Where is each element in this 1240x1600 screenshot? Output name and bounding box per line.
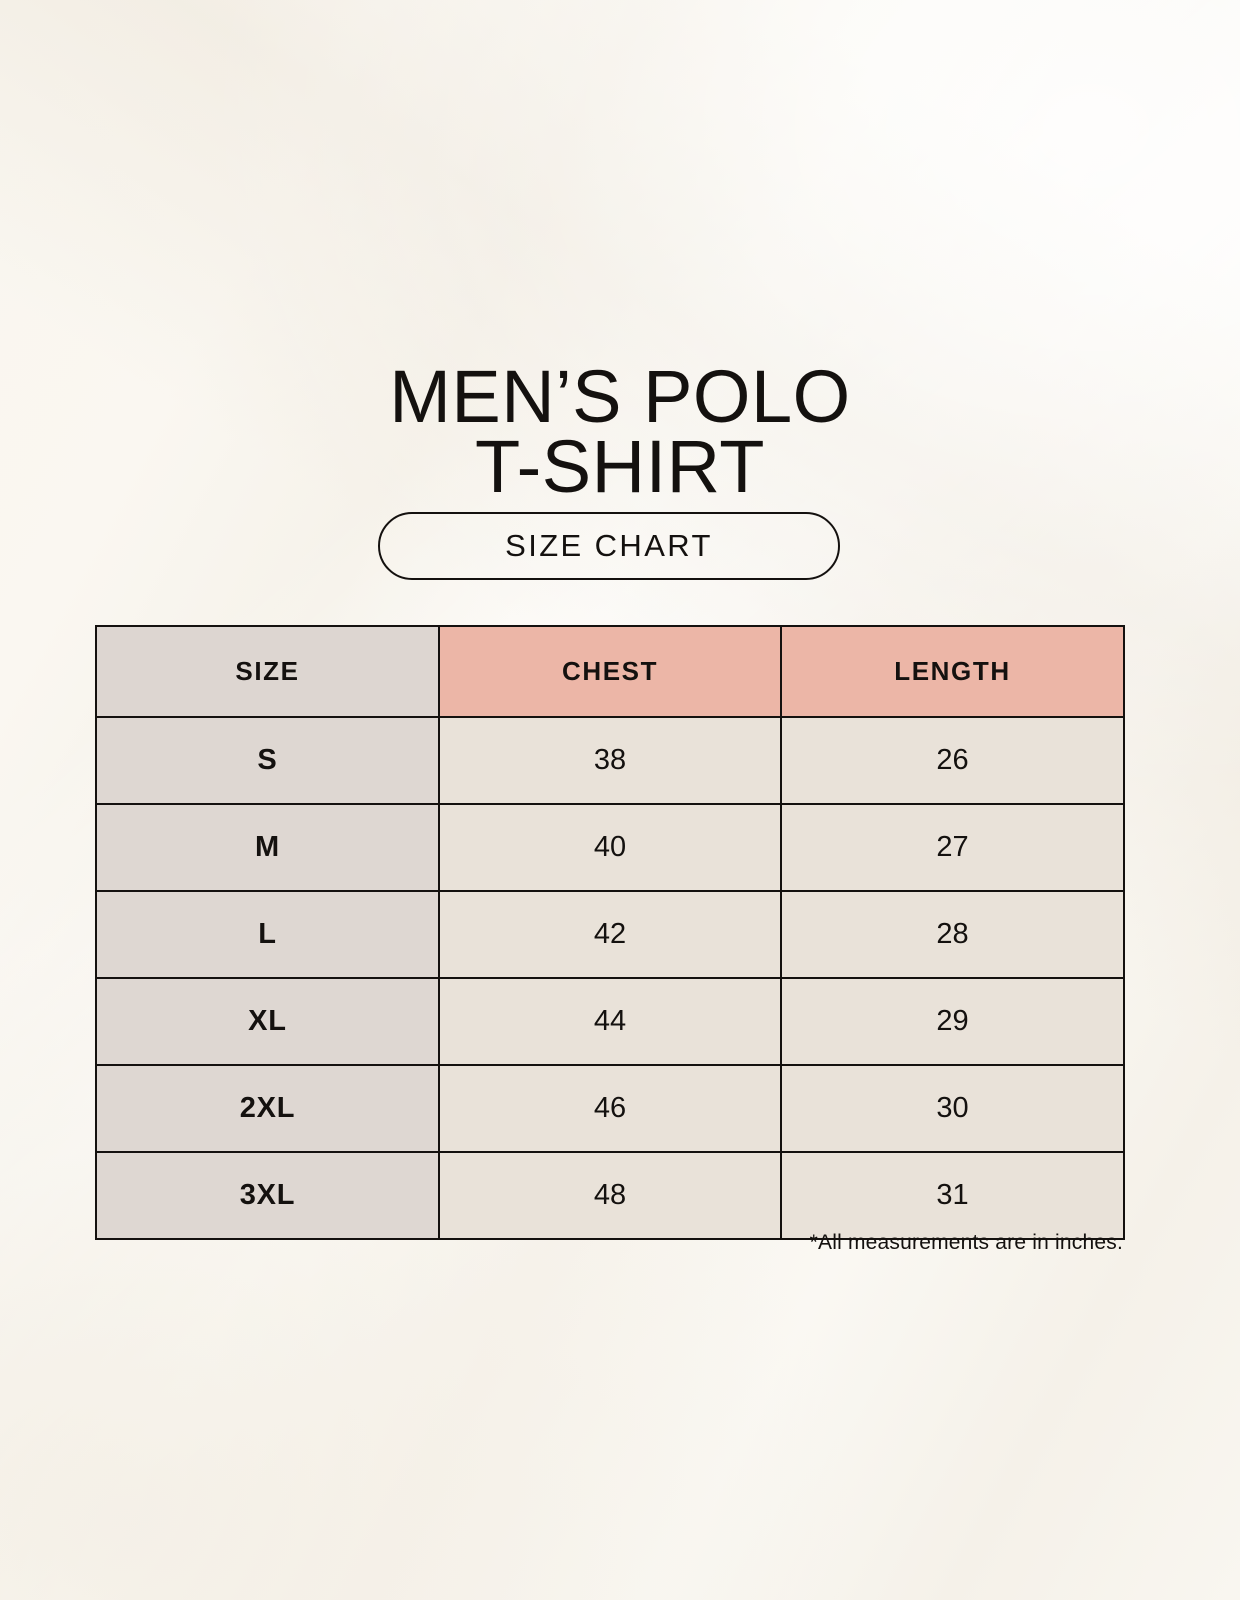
table-row: XL 44 29 (95, 977, 1125, 1066)
column-header-chest: CHEST (438, 625, 782, 718)
cell-chest: 42 (438, 890, 782, 979)
cell-length: 30 (780, 1064, 1125, 1153)
table-row: L 42 28 (95, 890, 1125, 979)
cell-size: 3XL (95, 1151, 440, 1240)
page-title: MEN’S POLO T-SHIRT (389, 354, 851, 508)
cell-chest: 40 (438, 803, 782, 892)
cell-size: L (95, 890, 440, 979)
cell-size: 2XL (95, 1064, 440, 1153)
cell-length: 27 (780, 803, 1125, 892)
table-row: M 40 27 (95, 803, 1125, 892)
table-row: S 38 26 (95, 716, 1125, 805)
cell-length: 28 (780, 890, 1125, 979)
measurement-note: *All measurements are in inches. (809, 1231, 1123, 1254)
cell-size: S (95, 716, 440, 805)
table-header-row: SIZE CHEST LENGTH (95, 625, 1125, 718)
column-header-length: LENGTH (780, 625, 1125, 718)
cell-length: 31 (780, 1151, 1125, 1240)
cell-size: XL (95, 977, 440, 1066)
size-chart-badge-label: SIZE CHART (505, 528, 713, 563)
table-row: 2XL 46 30 (95, 1064, 1125, 1153)
table-row: 3XL 48 31 (95, 1151, 1125, 1240)
size-chart-table: SIZE CHEST LENGTH S 38 26 M 40 27 L 42 2… (95, 625, 1125, 1240)
cell-chest: 46 (438, 1064, 782, 1153)
table-header: SIZE CHEST LENGTH (95, 625, 1125, 718)
table-body: S 38 26 M 40 27 L 42 28 XL 44 29 2XL 46 (95, 716, 1125, 1240)
cell-length: 26 (780, 716, 1125, 805)
cell-size: M (95, 803, 440, 892)
size-chart-badge: SIZE CHART (378, 512, 840, 580)
column-header-size: SIZE (95, 625, 440, 718)
cell-length: 29 (780, 977, 1125, 1066)
cell-chest: 48 (438, 1151, 782, 1240)
cell-chest: 38 (438, 716, 782, 805)
cell-chest: 44 (438, 977, 782, 1066)
